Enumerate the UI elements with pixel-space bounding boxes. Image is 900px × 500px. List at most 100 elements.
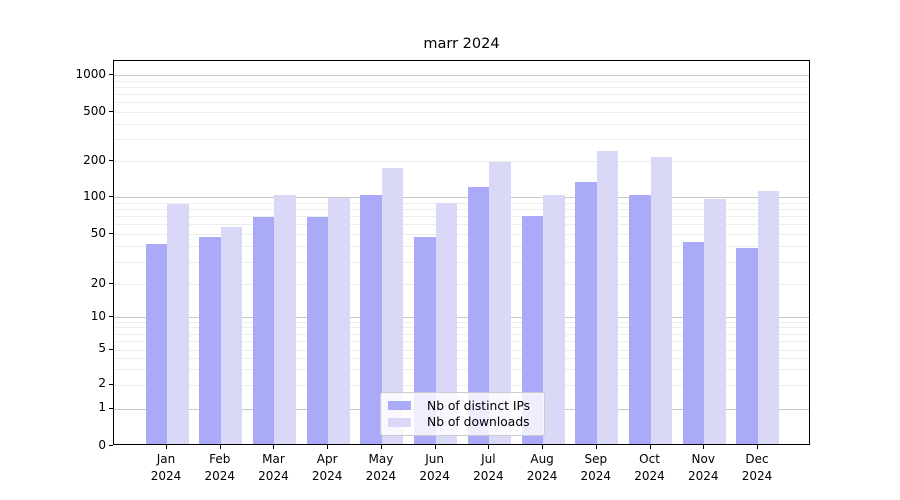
legend-item-distinct-ips: Nb of distinct IPs (388, 399, 536, 413)
x-tick-year: 2024 (634, 469, 665, 483)
bar-downloads (328, 198, 350, 444)
bar-distinct-ips (629, 195, 651, 444)
minor-gridline (114, 112, 809, 113)
minor-gridline (114, 208, 809, 210)
minor-gridline (114, 384, 809, 386)
bar-downloads (757, 191, 780, 444)
minor-gridline (114, 321, 809, 323)
major-gridline (114, 197, 809, 198)
major-gridline (114, 317, 809, 318)
y-tick-mark (109, 445, 113, 446)
minor-gridline (114, 333, 809, 335)
x-tick-label: Oct 2024 (619, 451, 681, 485)
minor-gridline (114, 340, 809, 342)
minor-gridline (114, 369, 809, 370)
minor-gridline (114, 161, 809, 162)
x-tick-year: 2024 (741, 469, 773, 483)
minor-gridline (114, 349, 809, 351)
x-tick-year: 2024 (419, 469, 450, 483)
x-tick-year: 2024 (204, 469, 235, 483)
x-tick-year: 2024 (687, 469, 719, 483)
y-tick-label: 50 (90, 225, 106, 240)
x-tick-month: Oct (639, 452, 660, 466)
minor-gridline (114, 246, 809, 248)
y-tick-label: 1000 (75, 66, 106, 81)
x-tick-year: 2024 (365, 469, 397, 483)
legend-label-distinct-ips: Nb of distinct IPs (427, 398, 531, 413)
plot-area (113, 60, 810, 445)
chart-title: marr 2024 (423, 36, 500, 52)
minor-gridline (114, 224, 809, 226)
y-tick-label: 100 (83, 188, 106, 203)
y-tick-label: 1 (98, 400, 106, 414)
minor-gridline (114, 86, 809, 88)
x-tick-year: 2024 (150, 469, 182, 483)
minor-gridline (114, 94, 809, 96)
x-tick-label: Jan 2024 (135, 451, 197, 485)
x-tick-label: May 2024 (350, 451, 412, 485)
x-tick-mark (166, 445, 167, 449)
y-tick-mark (109, 111, 113, 112)
x-tick-mark (703, 445, 705, 449)
x-tick-label: Jul 2024 (457, 451, 519, 485)
x-tick-month: Aug (530, 452, 554, 466)
bar-distinct-ips (682, 241, 705, 444)
legend-swatch-distinct-ips-icon (388, 401, 411, 411)
x-tick-month: Sep (584, 452, 608, 466)
y-tick-mark (109, 316, 113, 317)
x-tick-mark (488, 445, 490, 449)
bar-downloads (435, 203, 458, 444)
x-tick-year: 2024 (580, 469, 612, 483)
minor-gridline (114, 80, 809, 82)
x-tick-month: May (368, 452, 394, 466)
bar-downloads (167, 204, 189, 444)
x-tick-month: Apr (316, 452, 338, 466)
x-tick-mark (595, 445, 597, 449)
y-tick-label: 200 (83, 152, 106, 167)
y-tick-label: 10 (90, 308, 106, 323)
bar-distinct-ips (736, 248, 758, 444)
x-tick-label: Feb 2024 (189, 451, 251, 485)
x-tick-year: 2024 (526, 469, 558, 483)
minor-gridline (114, 202, 809, 204)
x-tick-month: Jan (156, 452, 176, 466)
minor-gridline (114, 284, 809, 285)
x-tick-mark (380, 445, 382, 449)
bar-distinct-ips (306, 217, 329, 444)
x-tick-mark (649, 445, 651, 449)
y-tick-label: 2 (98, 376, 106, 390)
major-gridline (114, 75, 809, 76)
x-tick-label: Jun 2024 (404, 451, 466, 485)
x-tick-year: 2024 (258, 469, 289, 483)
legend-item-downloads: Nb of downloads (388, 415, 536, 429)
y-tick-mark (109, 160, 113, 161)
bar-downloads (220, 226, 243, 444)
y-tick-mark (109, 283, 113, 284)
x-tick-month: Nov (691, 452, 715, 466)
x-tick-mark (542, 445, 544, 449)
x-tick-label: Apr 2024 (296, 451, 358, 485)
y-tick-mark (109, 74, 113, 75)
y-tick-label: 5 (98, 341, 106, 355)
minor-gridline (114, 102, 809, 104)
bar-downloads (489, 162, 511, 444)
x-tick-month: Feb (209, 452, 231, 466)
minor-gridline (114, 123, 809, 125)
minor-gridline (114, 216, 809, 218)
x-tick-label: Mar 2024 (242, 451, 304, 485)
y-tick-label: 500 (83, 103, 106, 118)
x-tick-label: Nov 2024 (672, 451, 734, 485)
bar-downloads (274, 195, 296, 444)
minor-gridline (114, 261, 809, 263)
legend: Nb of distinct IPs Nb of downloads (380, 392, 545, 436)
bar-downloads (704, 199, 726, 444)
x-tick-mark (219, 445, 221, 449)
bar-distinct-ips (252, 217, 275, 444)
y-tick-label: 0 (98, 437, 106, 452)
legend-label-downloads: Nb of downloads (427, 415, 530, 430)
bar-distinct-ips (521, 215, 544, 444)
bar-distinct-ips (145, 244, 167, 444)
minor-gridline (114, 234, 809, 235)
y-tick-mark (109, 407, 113, 409)
